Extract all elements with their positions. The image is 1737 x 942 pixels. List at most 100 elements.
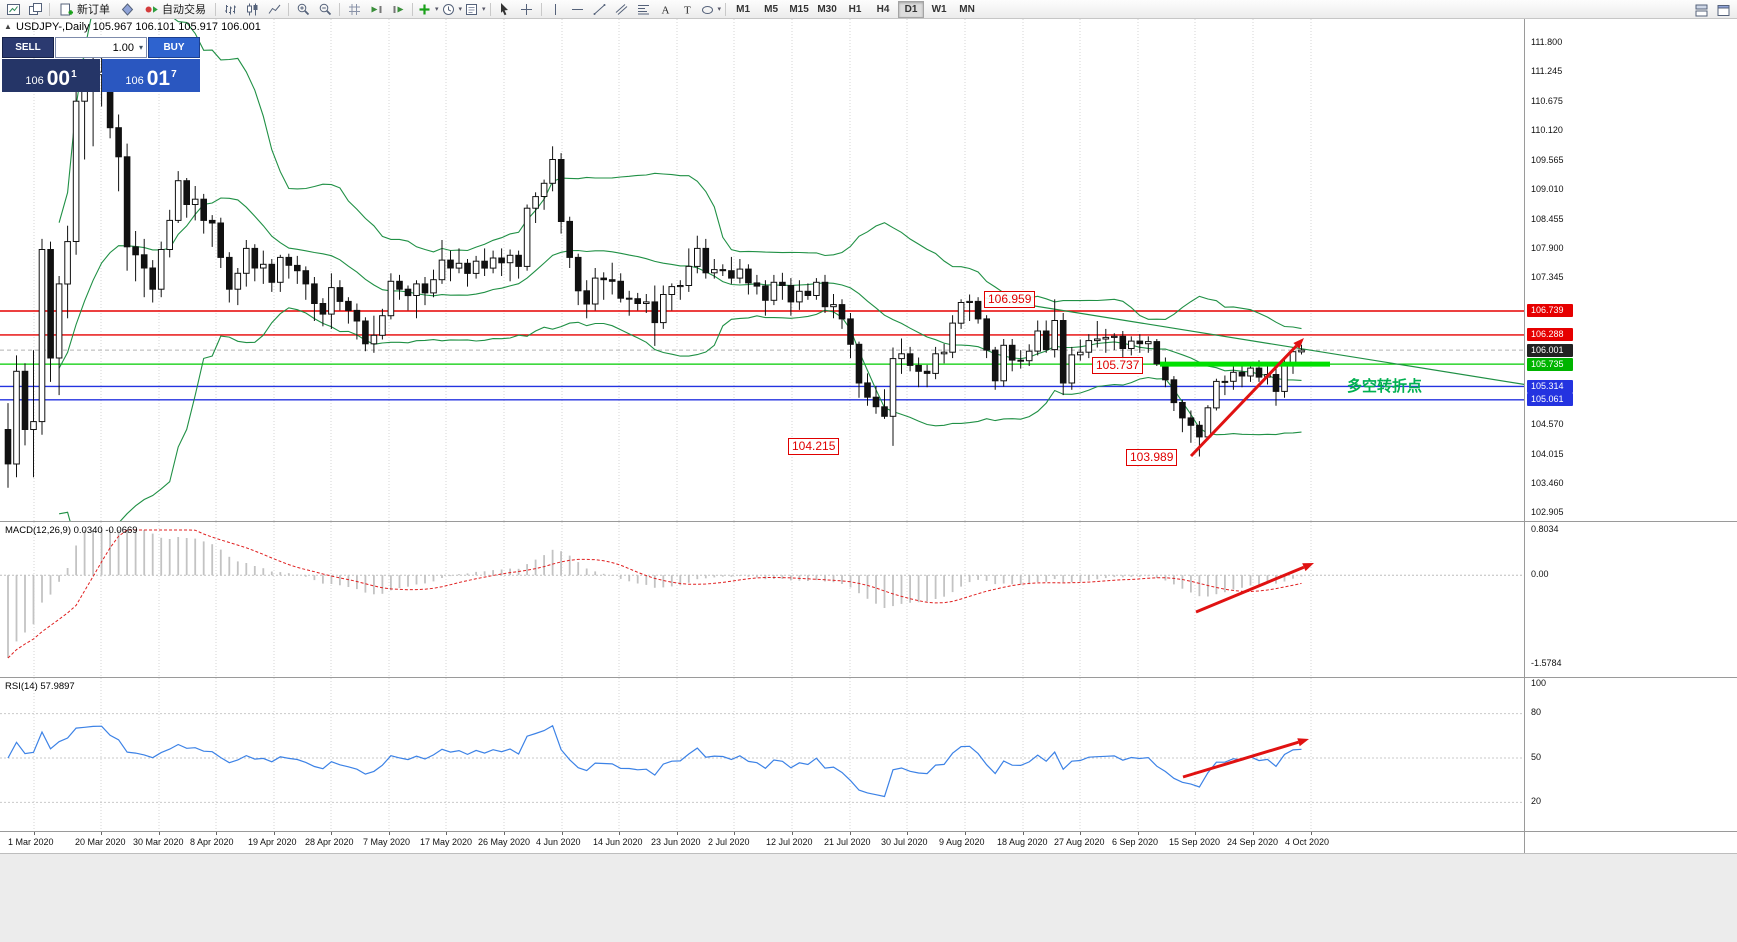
chart-title-text: USDJPY-,Daily 105.967 106.101 105.917 10… [16,21,261,33]
svg-text:A: A [662,4,670,16]
date-tick-mark [619,832,620,835]
toolbar-separator [288,2,289,16]
collapse-one-click-icon[interactable]: ▲ [4,22,12,31]
price-annotation[interactable]: 106.959 [984,291,1036,308]
date-tick-mark [216,832,217,835]
chart-window-icon[interactable] [2,0,24,19]
candle-wicks [7,43,1302,488]
timeframe-m5[interactable]: M5 [764,3,779,15]
hline-glyph [572,8,584,10]
main-price-chart[interactable] [0,19,1524,521]
date-tick: 7 May 2020 [363,837,411,847]
volume-input[interactable]: 1.00 ▾ [55,37,147,58]
timeframe-h1[interactable]: H1 [848,3,862,15]
panel-splitter[interactable] [0,677,1737,678]
fullscreen-icon[interactable] [1712,1,1734,20]
trend-arrow[interactable] [1189,338,1304,458]
channel-glyph [615,3,628,15]
expert-advisors-icon[interactable] [116,0,138,19]
new-order-glyph [60,3,73,15]
timeframe-h4[interactable]: H4 [876,3,890,15]
macd-panel[interactable] [0,522,1524,677]
tile-windows-icon[interactable] [24,0,46,19]
price-tick: 109.010 [1531,184,1564,195]
trend-arrow[interactable] [1182,738,1309,779]
sell-price[interactable]: 106 00 1 [2,59,100,92]
date-tick-mark [504,832,505,835]
fibo-icon[interactable] [633,0,655,19]
rsi-tick: 20 [1531,795,1542,806]
date-axis[interactable]: 1 Mar 2020 20 Mar 2020 30 Mar 2020 8 Apr 20… [0,832,1524,853]
zoom-in-icon[interactable] [292,0,314,19]
channel-icon[interactable] [611,0,633,19]
rsi-tick: 100 [1531,677,1547,688]
zoom-out-icon[interactable] [314,0,336,19]
date-tick: 23 Jun 2020 [651,837,701,847]
date-tick-mark [792,832,793,835]
price-tick: 107.900 [1531,243,1564,253]
toolbar-separator [339,2,340,16]
label-tool-icon[interactable]: T [677,0,699,19]
autotrading-button[interactable]: 自动交易 [138,0,212,19]
buy-button[interactable]: BUY [148,37,200,58]
panel-splitter[interactable] [0,521,1737,522]
rsi-panel[interactable] [0,678,1524,831]
vline-glyph [555,3,557,15]
grid-icon[interactable] [343,0,365,19]
date-tick: 24 Sep 2020 [1227,837,1279,847]
trendline-icon[interactable] [589,0,611,19]
templates-icon[interactable]: ▾ [463,0,487,19]
timeframe-w1[interactable]: W1 [931,3,947,15]
tile-windows-glyph [28,2,42,15]
hline-icon[interactable] [567,0,589,19]
timeframe-m15[interactable]: M15 [789,3,809,15]
line-chart-icon[interactable] [263,0,285,19]
chart-shift-icon[interactable] [387,0,409,19]
date-tick-mark [101,832,102,835]
add-indicator-glyph [419,4,430,14]
cursor-glyph [501,2,509,15]
rsi-label: RSI(14) 57.9897 [5,681,75,692]
toolbar-separator [49,2,50,16]
price-tick: 108.455 [1531,213,1564,224]
expert-glyph [121,2,133,16]
shapes-icon[interactable]: ▾ [699,0,723,19]
volume-dropdown-icon[interactable]: ▾ [138,43,143,52]
date-tick-mark [562,832,563,835]
price-annotation[interactable]: 103.989 [1126,449,1178,466]
date-tick-mark [159,832,160,835]
date-tick-mark [1195,832,1196,835]
price-tick: 110.120 [1531,125,1563,136]
sell-button[interactable]: SELL [2,37,54,58]
date-tick: 8 Apr 2020 [190,837,234,847]
bar-chart-icon[interactable] [219,0,241,19]
periods-icon[interactable]: ▾ [440,0,464,19]
macd-signal-line [7,529,1302,659]
descending-trendline[interactable] [984,297,1524,386]
timeframe-mn[interactable]: MN [959,3,975,15]
price-axis[interactable]: 111.800 111.245 110.675 110.120 109.565 109.0… [1524,19,1737,853]
date-tick: 4 Jun 2020 [536,837,581,847]
buy-price[interactable]: 106 01 7 [102,59,200,92]
timeframe-d1[interactable]: D1 [898,0,925,18]
price-annotation[interactable]: 104.215 [788,438,840,455]
crosshair-icon[interactable] [516,0,538,19]
toolbar-separator [725,2,727,16]
date-tick-mark [34,832,35,835]
price-annotation[interactable]: 105.737 [1092,357,1144,374]
new-order-button[interactable]: 新订单 [53,0,116,19]
price-tick: 107.345 [1531,272,1564,283]
timeframe-m1[interactable]: M1 [736,3,751,15]
trend-arrow[interactable] [1195,563,1314,614]
date-tick-mark [1311,832,1312,835]
vline-icon[interactable] [545,0,567,19]
auto-scroll-icon[interactable] [365,0,387,19]
cursor-icon[interactable] [494,0,516,19]
dock-icon[interactable] [1690,1,1712,20]
annotation-note[interactable]: 多空转折点 [1347,378,1423,395]
add-indicator-icon[interactable]: ▾ [416,0,440,19]
text-tool-icon[interactable]: A [655,0,677,19]
bollinger-bands [58,19,1302,521]
timeframe-m30[interactable]: M30 [817,3,837,15]
candlestick-chart-icon[interactable] [241,0,263,19]
